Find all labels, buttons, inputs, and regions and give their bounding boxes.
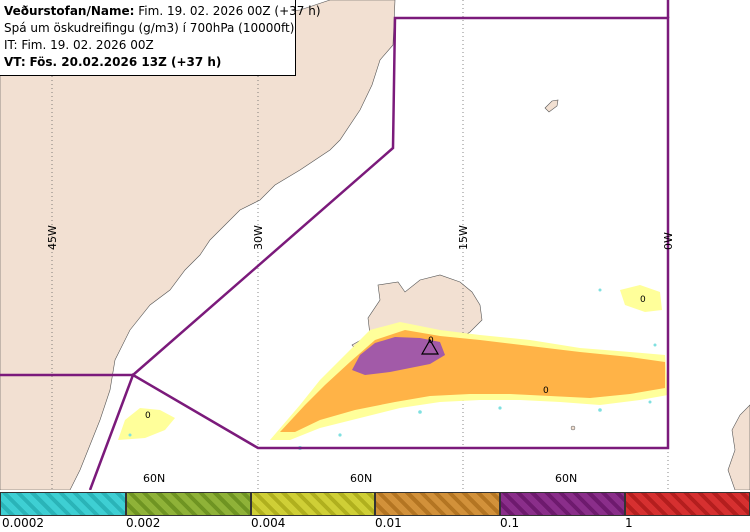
scale-tick-label: 0.004	[251, 516, 286, 530]
norway-coast	[727, 404, 750, 491]
plume-yellow-west	[118, 408, 175, 440]
info-line-2: Spá um öskudreifingu (g/m3) í 700hPa (10…	[4, 21, 295, 35]
lat-label-60n-3: 60N	[555, 472, 577, 485]
volcano-triangle-icon	[420, 338, 440, 355]
valid-time-label: VT:	[4, 55, 26, 69]
contour-label: 0	[543, 386, 549, 396]
lat-label-60n-1: 60N	[143, 472, 165, 485]
lat-label-60n-2: 60N	[350, 472, 372, 485]
contour-label: 0	[428, 336, 434, 346]
faroe-islands	[570, 425, 576, 431]
valid-time-value: Fös. 20.02.2026 13Z (+37 h)	[29, 55, 222, 69]
color-scale: 0.0002 0.002 0.004 0.01 0.1 1	[0, 490, 750, 532]
issuer-value: Fim. 19. 02. 2026 00Z (+37 h)	[138, 4, 321, 18]
lon-label-0w: 0W	[662, 232, 675, 250]
lon-label-45w: 45W	[46, 225, 59, 250]
contour-label: 0	[145, 411, 151, 421]
scale-segment-cyan	[0, 492, 126, 516]
scale-tick-label: 0.01	[375, 516, 402, 530]
scale-tick-label: 0.0002	[2, 516, 44, 530]
lon-label-15w: 15W	[457, 225, 470, 250]
scale-segment-olive	[126, 492, 251, 516]
plume-yellow-east	[620, 285, 662, 312]
issuer-label: Veðurstofan/Name:	[4, 4, 135, 18]
scale-tick-label: 0.002	[126, 516, 161, 530]
lon-label-30w: 30W	[252, 225, 265, 250]
jan-mayen-island	[544, 99, 559, 113]
contour-label: 0	[640, 295, 646, 305]
scale-segment-orange	[375, 492, 500, 516]
scale-tick-label: 0.1	[500, 516, 520, 530]
forecast-info-box: Veðurstofan/Name: Fim. 19. 02. 2026 00Z …	[0, 0, 321, 76]
info-line-1: Veðurstofan/Name: Fim. 19. 02. 2026 00Z …	[4, 3, 321, 20]
info-line-3: IT: Fim. 19. 02. 2026 00Z	[4, 38, 154, 52]
plume-purple-core	[352, 337, 445, 375]
scale-segment-yellow	[251, 492, 375, 516]
greenland-landmass	[0, 0, 396, 491]
scale-tick-label: 1	[625, 516, 633, 530]
scale-segment-red	[625, 492, 750, 516]
ash-plume	[118, 285, 668, 450]
scale-segment-purple	[500, 492, 625, 516]
info-line-4: VT: Fös. 20.02.2026 13Z (+37 h)	[4, 54, 295, 71]
